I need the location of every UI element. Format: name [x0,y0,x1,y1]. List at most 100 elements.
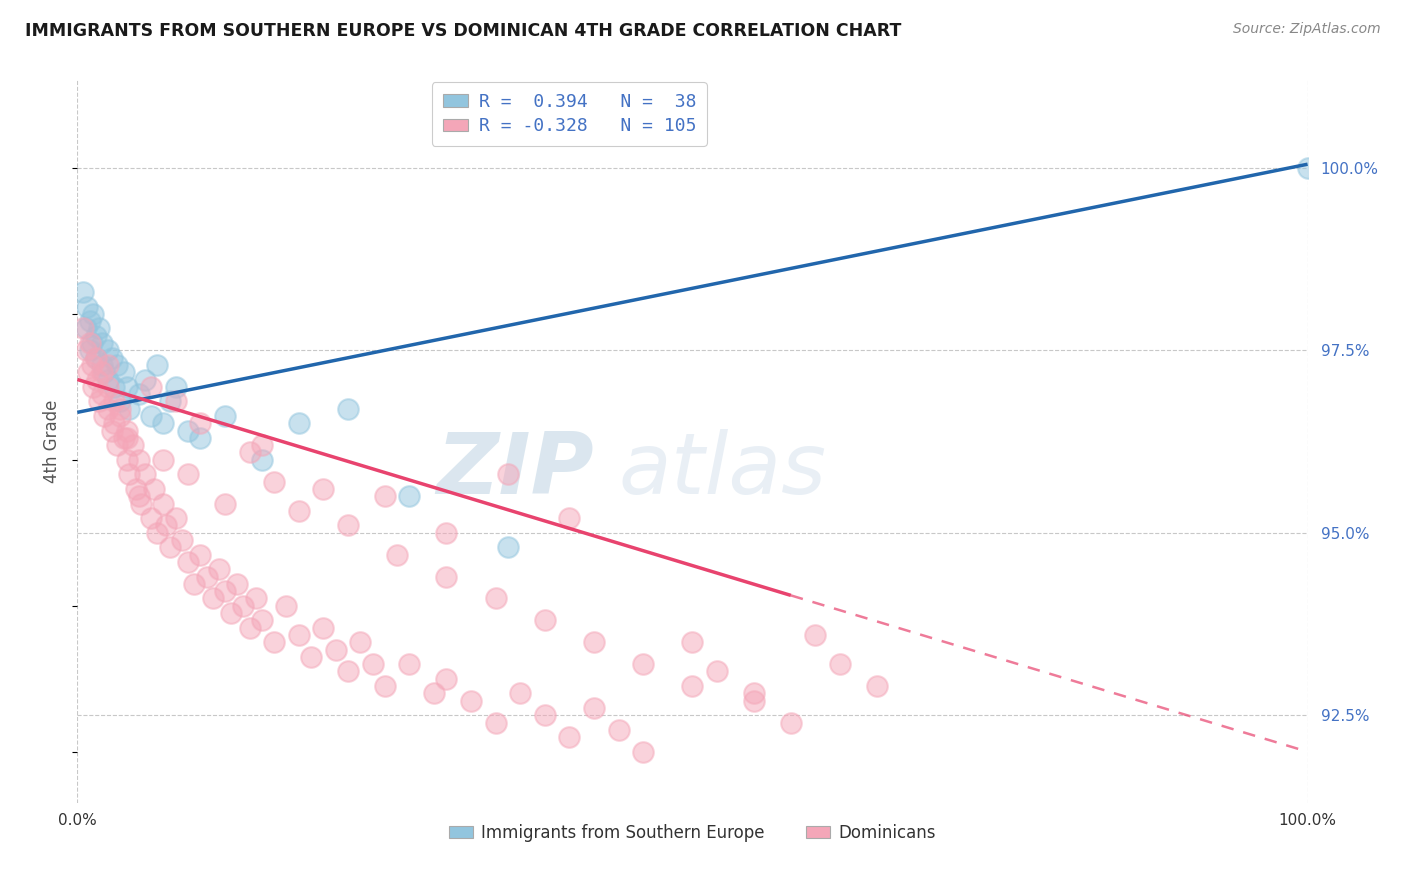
Point [208,562,231,576]
Point [398,489,420,503]
Point [101,351,124,365]
Point [165,511,187,525]
Point [288,504,311,518]
Point [141,409,163,423]
Point [558,511,581,525]
Point [82,307,104,321]
Point [134,467,156,482]
Text: IMMIGRANTS FROM SOUTHERN EUROPE VS DOMINICAN 4TH GRADE CORRELATION CHART: IMMIGRANTS FROM SOUTHERN EUROPE VS DOMIN… [25,22,901,40]
Point [188,431,212,445]
Point [97,401,120,416]
Point [245,591,267,606]
Point [128,489,150,503]
Point [90,358,114,372]
Point [159,541,181,555]
Point [89,394,111,409]
Point [583,701,606,715]
Point [97,380,120,394]
Point [299,649,322,664]
Point [79,336,101,351]
Point [706,665,728,679]
Point [86,372,108,386]
Point [72,285,94,299]
Point [830,657,852,672]
Point [460,693,482,707]
Point [742,686,765,700]
Point [115,424,138,438]
Point [288,628,311,642]
Point [337,665,360,679]
Point [152,452,174,467]
Point [129,497,153,511]
Point [682,635,704,649]
Point [742,693,765,707]
Point [436,525,458,540]
Point [183,577,205,591]
Point [165,394,187,409]
Point [115,380,138,394]
Point [112,431,135,445]
Point [239,621,262,635]
Point [177,424,200,438]
Point [170,533,193,547]
Point [177,467,200,482]
Point [325,642,347,657]
Point [385,548,409,562]
Point [398,657,420,672]
Point [93,409,115,423]
Point [115,431,138,445]
Point [128,452,150,467]
Point [188,548,212,562]
Point [134,372,156,386]
Point [82,358,104,372]
Point [496,541,519,555]
Point [804,628,827,642]
Point [141,511,163,525]
Point [1296,161,1319,175]
Point [97,358,120,372]
Text: atlas: atlas [619,429,827,512]
Point [121,438,143,452]
Point [226,577,249,591]
Point [103,417,125,431]
Point [115,452,138,467]
Point [72,321,94,335]
Point [75,343,97,358]
Point [214,497,236,511]
Point [250,613,273,627]
Point [201,591,224,606]
Point [232,599,254,613]
Point [110,394,132,409]
Point [780,715,803,730]
Point [188,417,212,431]
Point [361,657,384,672]
Point [155,518,177,533]
Point [250,438,273,452]
Point [195,569,218,583]
Point [79,343,101,358]
Point [423,686,446,700]
Point [90,365,114,379]
Point [485,715,508,730]
Point [128,387,150,401]
Point [496,467,519,482]
Point [146,525,169,540]
Point [90,387,114,401]
Point [82,380,104,394]
Point [866,679,889,693]
Point [110,401,132,416]
Point [312,482,335,496]
Point [633,745,655,759]
Point [110,409,132,423]
Point [219,606,242,620]
Point [75,321,97,335]
Point [84,351,107,365]
Point [97,372,120,386]
Point [485,591,508,606]
Point [142,482,165,496]
Point [103,394,125,409]
Point [103,380,125,394]
Point [534,708,557,723]
Y-axis label: 4th Grade: 4th Grade [44,400,62,483]
Point [97,343,120,358]
